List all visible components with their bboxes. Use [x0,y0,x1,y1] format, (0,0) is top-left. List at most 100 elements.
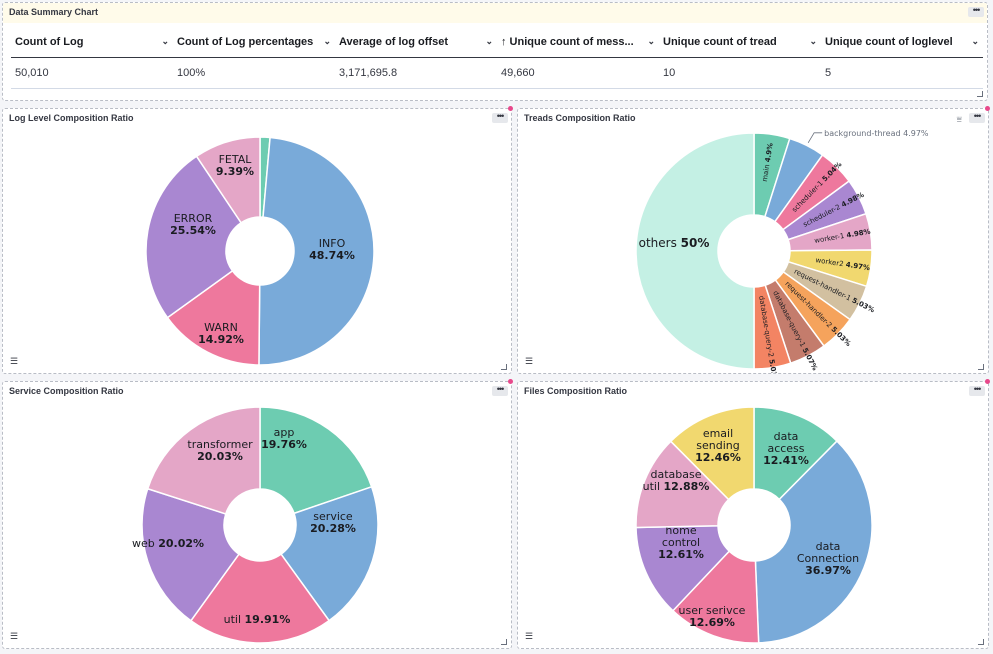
slice-label-text: transformer 20.03% [187,438,253,463]
slice-label-text: INFO 48.74% [309,237,355,262]
column-header[interactable]: Count of Log percentages ⌄ [173,27,335,58]
slice-label-database-util: database util 12.88% [643,468,710,493]
panel-options-icon[interactable]: ••• [492,385,508,396]
slice-label-text: data access 12.41% [763,430,809,467]
legend-toggle-icon[interactable]: ☰ [525,356,534,366]
files-panel: Files Composition Ratio ••• data access 12… [517,381,989,649]
slice-label-warn: WARN 14.92% [198,321,244,346]
threads-panel: Treads Composition Ratio ⩸ ••• main 4.9%… [517,108,989,374]
pie-slice-data-connection[interactable] [754,440,873,644]
pie-slice-warn[interactable] [166,269,261,366]
pie-slice-fetal[interactable] [195,136,261,224]
legend-toggle-icon[interactable]: ☰ [10,356,19,366]
slice-label-text: ERROR 25.54% [170,212,216,237]
table-cell: 10 [659,57,821,89]
slice-label-text: FETAL 9.39% [216,153,254,178]
slice-label-util: util 19.91% [224,613,291,626]
slice-label-text: background-thread 4.97% [824,129,929,138]
slice-label-email-sending: email sending 12.46% [695,427,741,464]
status-dot-icon [508,106,513,111]
column-header[interactable]: ↑ Unique count of mess... ⌄ [497,27,659,58]
slice-label-text: database util 12.88% [643,468,710,493]
slice-label-service: service 20.28% [310,510,356,535]
slice-label-main: main 4.9% [761,142,775,182]
slice-label-text: service 20.28% [310,510,356,535]
pie-slice-web[interactable] [141,487,240,622]
pie-slice-app[interactable] [259,406,373,515]
panel-options-icon[interactable]: ••• [968,6,984,17]
service-panel: Service Composition Ratio ••• app 19.76% s… [2,381,512,649]
log-level-pie-chart: INFO 48.74% WARN 14.92% ERROR 25.54% FETAL 9.39… [145,136,375,366]
sort-icon[interactable]: ⌄ [647,36,655,46]
service-pie-chart: app 19.76% service 20.28% util 19.91% web 20.… [132,406,379,644]
status-dot-icon [985,379,990,384]
slice-label-others: others 50% [639,236,710,250]
sort-icon[interactable]: ⌄ [485,36,493,46]
pie-slice-others[interactable] [635,132,755,370]
filter-icon[interactable]: ⩸ [956,114,962,124]
leader-line [807,132,823,143]
chart-title: Treads Composition Ratio [524,113,636,123]
legend-toggle-icon[interactable]: ☰ [525,631,534,641]
threads-pie-chart: main 4.9%background-thread 4.97%schedule… [635,129,929,373]
slice-label-text: WARN 14.92% [198,321,244,346]
slice-label-text: app 19.76% [261,426,307,451]
legend-toggle-icon[interactable]: ☰ [10,631,19,641]
pie-slice-transformer[interactable] [146,406,261,515]
table-cell: 49,660 [497,57,659,89]
summary-header [3,3,987,23]
slice-label-text: web 20.02% [132,537,204,550]
log-level-panel: Log Level Composition Ratio ••• INFO 48.7… [2,108,512,374]
pie-slice-user-serivce[interactable] [671,550,760,644]
slice-label-fetal: FETAL 9.39% [216,153,254,178]
summary-title: Data Summary Chart [9,7,99,17]
pie-slice-info[interactable] [258,136,375,366]
slice-label-text: others 50% [639,236,710,250]
resize-handle-icon[interactable] [501,639,507,645]
slice-label-error: ERROR 25.54% [170,212,216,237]
sort-icon[interactable]: ⌄ [971,36,979,46]
column-header[interactable]: Average of log offset ⌄ [335,27,497,58]
resize-handle-icon[interactable] [978,364,984,370]
pie-slice-home-control[interactable] [635,524,731,612]
slice-label-app: app 19.76% [261,426,307,451]
slice-label-text: data Connection 36.97% [797,540,859,577]
slice-label-text: email sending 12.46% [695,427,741,464]
resize-handle-icon[interactable] [977,91,983,97]
summary-panel: Data Summary Chart ••• Count of Log ⌄ Cou… [2,2,988,101]
slice-label-transformer: transformer 20.03% [187,438,253,463]
status-dot-icon [508,379,513,384]
table-cell: 5 [821,57,983,89]
sort-icon[interactable]: ⌄ [161,36,169,46]
chart-title: Log Level Composition Ratio [9,113,134,123]
resize-handle-icon[interactable] [978,639,984,645]
pie-slice-email-sending[interactable] [669,406,755,501]
chart-title: Files Composition Ratio [524,386,628,396]
table-row: 50,010 100% 3,171,695.8 49,660 10 5 [11,57,983,89]
column-header[interactable]: Unique count of tread ⌄ [659,27,821,58]
panel-options-icon[interactable]: ••• [492,112,508,123]
resize-handle-icon[interactable] [501,364,507,370]
slice-label-info: INFO 48.74% [309,237,355,262]
table-cell: 3,171,695.8 [335,57,497,89]
slice-label-user-serivce: user serivce 12.69% [679,604,746,629]
panel-options-icon[interactable]: ••• [969,385,985,396]
slice-label-data-access: data access 12.41% [763,430,809,467]
summary-table: Count of Log ⌄ Count of Log percentages ⌄ … [11,27,983,89]
sort-icon[interactable]: ⌄ [809,36,817,46]
pie-slice-data-access[interactable] [753,406,839,501]
column-header[interactable]: Unique count of loglevel ⌄ [821,27,983,58]
chart-title: Service Composition Ratio [9,386,124,396]
panel-options-icon[interactable]: ••• [969,112,985,123]
slice-label-text: user serivce 12.69% [679,604,746,629]
sort-icon[interactable]: ⌄ [323,36,331,46]
table-cell: 100% [173,57,335,89]
pie-slice-util[interactable] [189,553,331,644]
column-header[interactable]: Count of Log ⌄ [11,27,173,58]
pie-slice-error[interactable] [145,155,243,319]
files-pie-chart: data access 12.41% data Connection 36.97% user… [635,406,873,644]
table-cell: 50,010 [11,57,173,89]
pie-slice-database-util[interactable] [635,440,730,529]
status-dot-icon [985,106,990,111]
slice-label-text: main 4.9% [761,142,775,182]
